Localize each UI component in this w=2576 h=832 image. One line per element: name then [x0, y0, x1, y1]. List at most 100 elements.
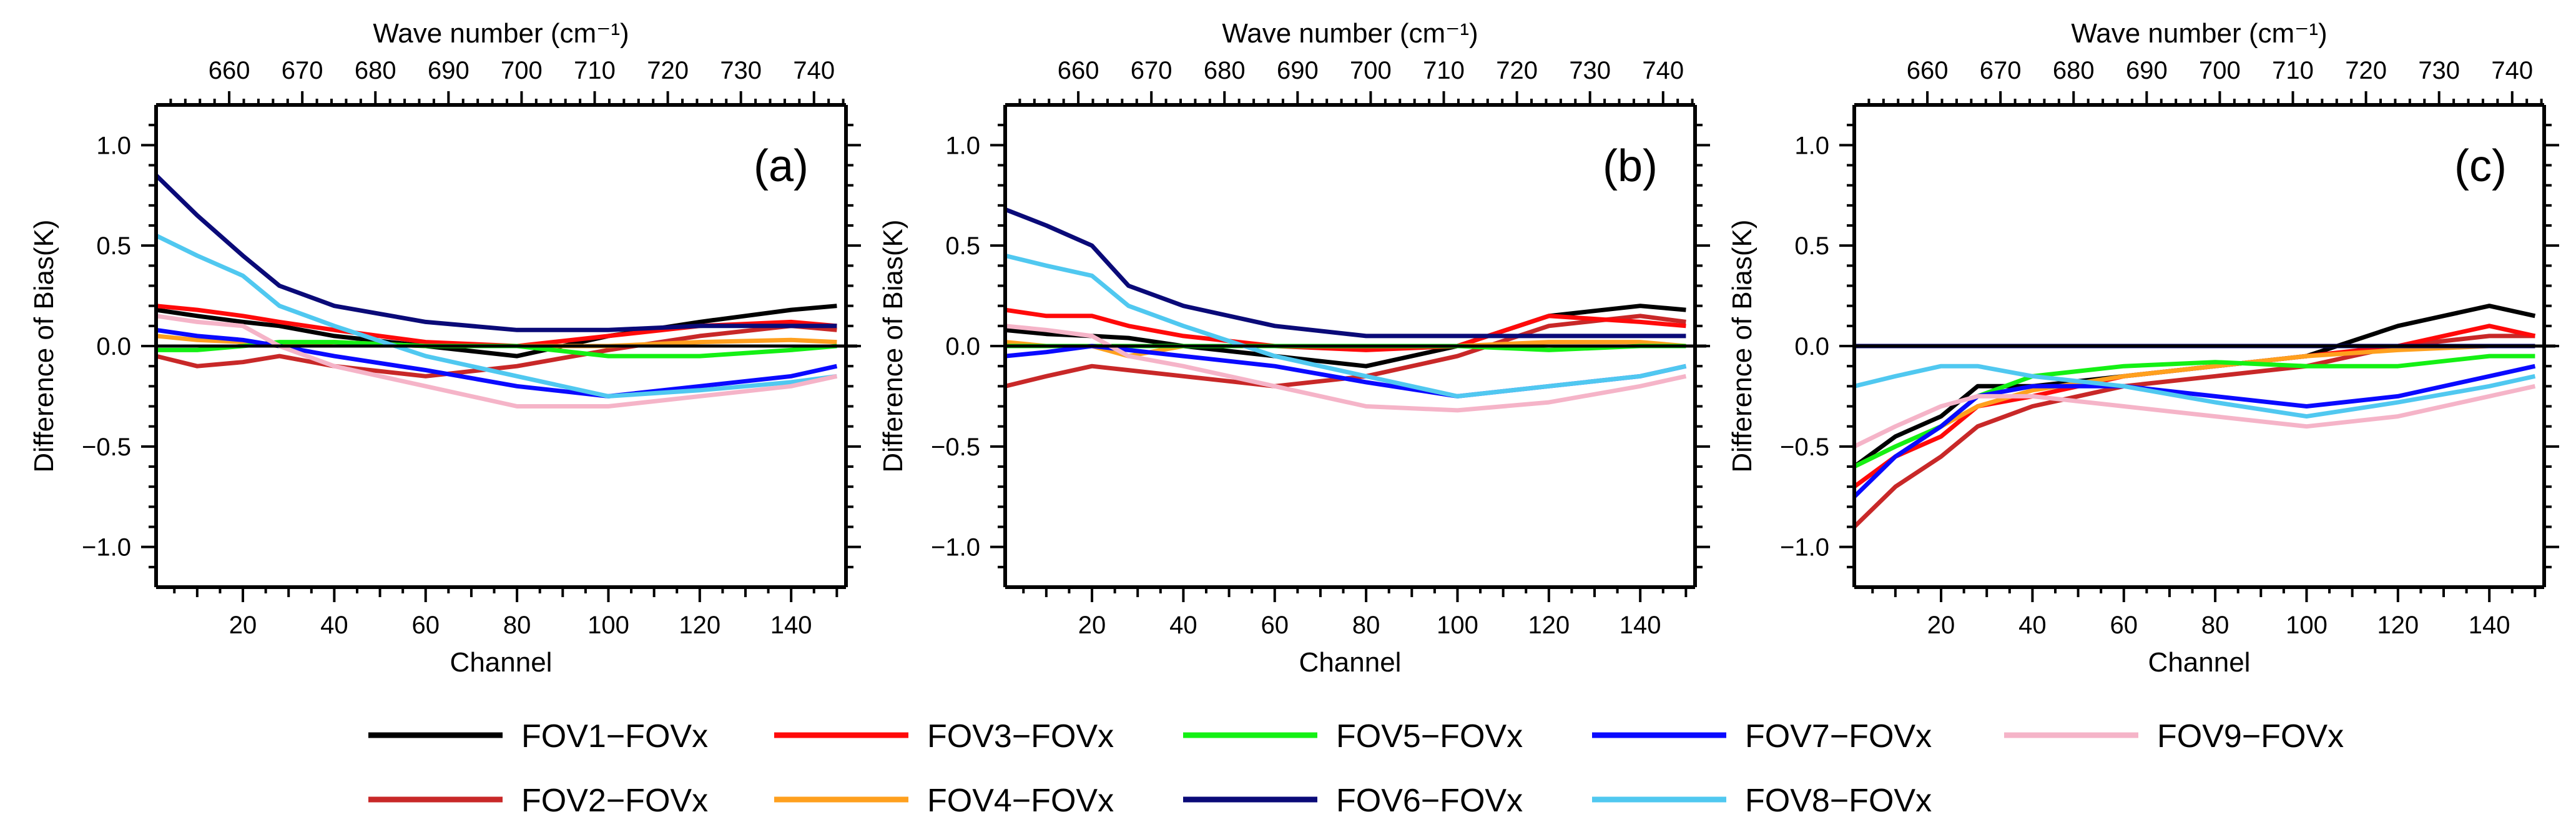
y-tick-label: 1.0: [1794, 132, 1829, 159]
legend-item-8: FOV8−FOVx: [1592, 783, 1932, 819]
top-tick-label: 700: [501, 57, 543, 84]
top-tick-label: 730: [720, 57, 762, 84]
legend-label: FOV3−FOVx: [927, 718, 1114, 755]
top-axis-title: Wave number (cm⁻¹): [2071, 18, 2327, 49]
top-tick-label: 660: [1058, 57, 1099, 84]
y-tick-label: 0.5: [96, 232, 131, 260]
top-tick-label: 720: [647, 57, 689, 84]
x-tick-label: 20: [229, 612, 257, 639]
top-tick-label: 710: [1423, 57, 1465, 84]
legend-label: FOV8−FOVx: [1745, 783, 1932, 819]
y-axis-title: Difference of Bias(K): [1727, 219, 1757, 472]
top-tick-label: 690: [2126, 57, 2168, 84]
series-line-6-a: [156, 174, 837, 332]
legend-item-6: FOV6−FOVx: [1183, 783, 1523, 819]
y-tick-label: 0.5: [1794, 232, 1829, 260]
series-line-7-c: [1854, 364, 2536, 498]
legend-label: FOV5−FOVx: [1336, 718, 1523, 755]
series-lines: [1854, 304, 2536, 529]
top-tick-label: 720: [2345, 57, 2387, 84]
top-axis-title: Wave number (cm⁻¹): [1222, 18, 1478, 49]
x-tick-label: 60: [412, 612, 440, 639]
panel-b: −1.0 −0.5 0.0 0.5 1.0 20 40 60 80 100 120 140 660 670…: [878, 18, 1710, 678]
y-axis-title: Difference of Bias(K): [878, 219, 908, 472]
y-axis-title: Difference of Bias(K): [29, 219, 59, 472]
top-tick-label: 690: [1277, 57, 1319, 84]
x-tick-label: 120: [1528, 612, 1570, 639]
y-tick-label: −1.0: [82, 534, 131, 562]
legend-label: FOV1−FOVx: [521, 718, 708, 755]
top-tick-label: 690: [428, 57, 469, 84]
panel-label: (c): [2454, 141, 2507, 191]
x-tick-label: 140: [1620, 612, 1661, 639]
y-tick-label: −1.0: [931, 534, 980, 562]
series-line-9-a: [156, 314, 838, 409]
y-tick-label: −0.5: [82, 433, 131, 461]
top-tick-label: 740: [2491, 57, 2533, 84]
y-tick-label: 0.0: [1794, 333, 1829, 360]
top-tick-label: 680: [2053, 57, 2095, 84]
y-tick-label: 0.5: [945, 232, 980, 260]
series-line-5-c: [1854, 354, 2535, 469]
top-tick-label: 730: [2418, 57, 2460, 84]
top-tick-label: 660: [1907, 57, 1949, 84]
top-tick-label: 720: [1496, 57, 1538, 84]
y-tick-label: −0.5: [1780, 433, 1829, 461]
x-tick-label: 80: [1352, 612, 1380, 639]
top-tick-label: 740: [1642, 57, 1684, 84]
x-tick-label: 100: [2286, 612, 2328, 639]
legend-label: FOV4−FOVx: [927, 783, 1114, 819]
top-tick-label: 660: [209, 57, 250, 84]
y-tick-label: 1.0: [945, 132, 980, 159]
x-axis-title: Channel: [1299, 647, 1402, 678]
top-tick-label: 680: [1204, 57, 1246, 84]
series-line-8-a: [156, 233, 837, 399]
series-line-8-b: [1005, 253, 1687, 399]
series-line-9-c: [1854, 384, 2536, 448]
y-tick-label: 0.0: [945, 333, 980, 360]
top-tick-label: 670: [282, 57, 323, 84]
top-tick-label: 710: [574, 57, 616, 84]
x-tick-label: 40: [320, 612, 348, 639]
y-tick-label: 0.0: [96, 333, 131, 360]
x-tick-label: 60: [2110, 612, 2138, 639]
top-tick-label: 710: [2272, 57, 2314, 84]
x-axis-title: Channel: [450, 647, 553, 678]
x-tick-label: 140: [2469, 612, 2510, 639]
x-tick-label: 40: [2018, 612, 2047, 639]
x-tick-label: 100: [1437, 612, 1478, 639]
top-tick-label: 730: [1569, 57, 1611, 84]
x-tick-label: 120: [2377, 612, 2419, 639]
legend-label: FOV7−FOVx: [1745, 718, 1932, 755]
legend-item-4: FOV4−FOVx: [774, 783, 1114, 819]
top-axis-title: Wave number (cm⁻¹): [373, 18, 629, 49]
x-tick-label: 100: [587, 612, 629, 639]
top-tick-label: 740: [793, 57, 835, 84]
x-tick-label: 140: [770, 612, 812, 639]
x-tick-label: 40: [1169, 612, 1197, 639]
panel-a: −1.0 −0.5 0.0 0.5 1.0 20 40 60 80 100 120 140 660 670…: [29, 18, 861, 678]
legend-label: FOV6−FOVx: [1336, 783, 1523, 819]
top-tick-label: 680: [355, 57, 396, 84]
legend-item-9: FOV9−FOVx: [2004, 718, 2344, 755]
panel-label: (a): [754, 141, 809, 191]
legend-label: FOV9−FOVx: [2157, 718, 2344, 755]
legend-item-2: FOV2−FOVx: [368, 783, 708, 819]
top-tick-label: 700: [2199, 57, 2241, 84]
y-tick-label: −1.0: [1780, 534, 1829, 562]
legend-item-7: FOV7−FOVx: [1592, 718, 1932, 755]
legend-item-5: FOV5−FOVx: [1183, 718, 1523, 755]
panel-label: (b): [1603, 141, 1658, 191]
x-tick-label: 80: [503, 612, 531, 639]
top-tick-label: 670: [1980, 57, 2022, 84]
legend: FOV1−FOVx FOV2−FOVx FOV3−FOVx FOV4−FOVx FOV5…: [368, 718, 2344, 819]
legend-item-3: FOV3−FOVx: [774, 718, 1114, 755]
series-line-9-b: [1005, 324, 1687, 413]
series-lines: [156, 174, 838, 409]
series-line-8-c: [1854, 364, 2536, 419]
x-tick-label: 120: [679, 612, 720, 639]
x-tick-label: 20: [1927, 612, 1955, 639]
legend-item-1: FOV1−FOVx: [368, 718, 708, 755]
x-tick-label: 60: [1261, 612, 1289, 639]
